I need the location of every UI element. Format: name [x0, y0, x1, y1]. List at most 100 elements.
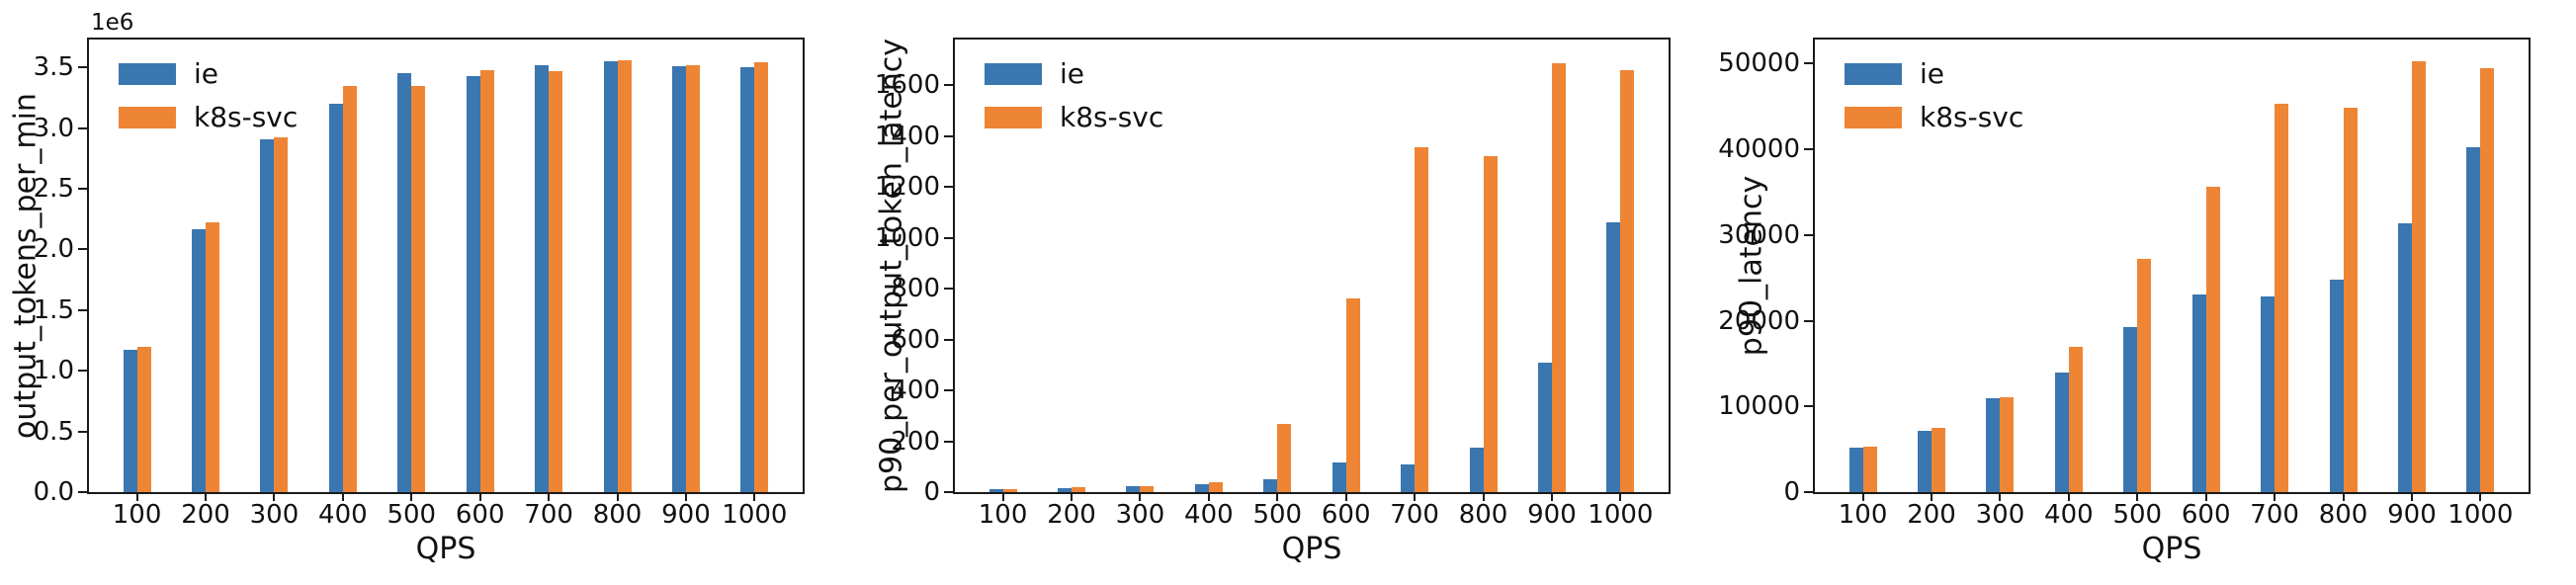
- y-tick: [1804, 491, 1813, 493]
- x-tick: [1001, 492, 1004, 501]
- legend-label-ie: ie: [194, 57, 219, 90]
- x-tick-label: 200: [1907, 500, 1956, 530]
- x-tick-label: 100: [1838, 500, 1888, 530]
- x-axis-label: QPS: [415, 532, 476, 566]
- y-tick: [78, 430, 87, 433]
- y-tick-label: 1.5: [33, 294, 74, 325]
- x-tick-label: 900: [661, 500, 711, 530]
- y-tick: [78, 308, 87, 311]
- y-tick: [78, 66, 87, 69]
- legend-swatch-k8s-svc: [1845, 107, 1902, 128]
- bar-ie: [397, 73, 412, 492]
- x-tick: [1207, 492, 1210, 501]
- y-tick-label: 1600: [874, 70, 940, 101]
- y-tick-label: 40000: [1718, 134, 1800, 165]
- bar-k8s-svc: [2137, 259, 2152, 492]
- legend-swatch-ie: [119, 63, 176, 85]
- x-tick: [1861, 492, 1864, 501]
- x-tick-label: 300: [249, 500, 300, 530]
- y-tick: [944, 440, 953, 443]
- legend-swatch-ie: [985, 63, 1042, 85]
- x-tick: [273, 492, 276, 501]
- bar-k8s-svc: [136, 346, 151, 492]
- x-tick-label: 600: [2181, 500, 2231, 530]
- y-tick: [1804, 148, 1813, 151]
- bar-k8s-svc: [1415, 146, 1429, 492]
- x-tick-label: 100: [978, 500, 1028, 530]
- bar-k8s-svc: [342, 85, 357, 492]
- bar-ie: [260, 138, 275, 492]
- y-tick: [944, 338, 953, 341]
- x-tick-label: 500: [1252, 500, 1303, 530]
- y-tick-label: 200: [891, 426, 940, 457]
- x-tick: [2204, 492, 2207, 501]
- bar-ie: [1194, 483, 1209, 492]
- x-tick: [2479, 492, 2482, 501]
- bar-k8s-svc: [1345, 298, 1360, 492]
- x-tick: [1619, 492, 1622, 501]
- x-tick: [1550, 492, 1553, 501]
- y-tick-label: 600: [891, 324, 940, 355]
- bar-k8s-svc: [1932, 427, 1946, 492]
- bar-k8s-svc: [411, 85, 426, 492]
- x-tick-label: 200: [181, 500, 230, 530]
- bar-k8s-svc: [2275, 104, 2289, 492]
- y-tick: [1804, 405, 1813, 408]
- x-tick: [2342, 492, 2345, 501]
- bar-k8s-svc: [2411, 60, 2426, 492]
- x-tick-label: 800: [592, 500, 643, 530]
- bar-ie: [2123, 327, 2138, 492]
- bar-ie: [2261, 296, 2275, 492]
- bar-k8s-svc: [1140, 485, 1155, 492]
- x-tick: [1414, 492, 1417, 501]
- y-tick-label: 0: [1783, 477, 1800, 507]
- bar-ie: [1606, 222, 1621, 492]
- bar-k8s-svc: [1862, 447, 1877, 492]
- x-tick-label: 100: [112, 500, 162, 530]
- y-tick: [1804, 62, 1813, 65]
- y-tick: [78, 491, 87, 493]
- x-tick-label: 1000: [1588, 500, 1654, 530]
- x-tick-label: 700: [1390, 500, 1439, 530]
- y-axis-label: output_tokens_per_min: [8, 93, 43, 439]
- bar-ie: [2397, 223, 2412, 492]
- bar-k8s-svc: [2000, 396, 2015, 492]
- y-tick-label: 800: [891, 274, 940, 304]
- x-tick-label: 700: [2250, 500, 2299, 530]
- bar-ie: [2329, 279, 2344, 492]
- x-tick-label: 300: [1115, 500, 1165, 530]
- axis-offset-text: 1e6: [91, 10, 134, 36]
- x-tick-label: 400: [318, 500, 368, 530]
- bar-ie: [535, 64, 550, 492]
- x-tick-label: 600: [1321, 500, 1371, 530]
- bar-ie: [1848, 447, 1863, 492]
- y-tick-label: 1200: [874, 172, 940, 203]
- x-tick-label: 1000: [722, 500, 788, 530]
- bar-k8s-svc: [1072, 487, 1086, 492]
- bar-ie: [2466, 147, 2481, 492]
- legend-label-ie: ie: [1060, 57, 1085, 90]
- x-tick-label: 400: [2044, 500, 2094, 530]
- bar-ie: [2054, 373, 2069, 492]
- y-tick: [1804, 233, 1813, 236]
- bar-k8s-svc: [1277, 424, 1292, 492]
- bar-k8s-svc: [479, 69, 494, 492]
- y-tick-label: 2.5: [33, 174, 74, 205]
- bar-ie: [603, 61, 618, 492]
- y-tick: [944, 389, 953, 392]
- bar-k8s-svc: [1620, 69, 1635, 492]
- legend-swatch-k8s-svc: [985, 107, 1042, 128]
- y-tick: [78, 126, 87, 129]
- x-tick: [2410, 492, 2413, 501]
- bar-k8s-svc: [617, 59, 632, 492]
- x-tick: [410, 492, 413, 501]
- y-tick-label: 0.5: [33, 416, 74, 447]
- y-tick: [1804, 319, 1813, 322]
- bar-ie: [1537, 362, 1552, 492]
- plot-area: [87, 38, 805, 494]
- bar-ie: [671, 66, 686, 492]
- x-tick-label: 500: [386, 500, 437, 530]
- y-tick: [944, 288, 953, 291]
- x-tick: [1931, 492, 1933, 501]
